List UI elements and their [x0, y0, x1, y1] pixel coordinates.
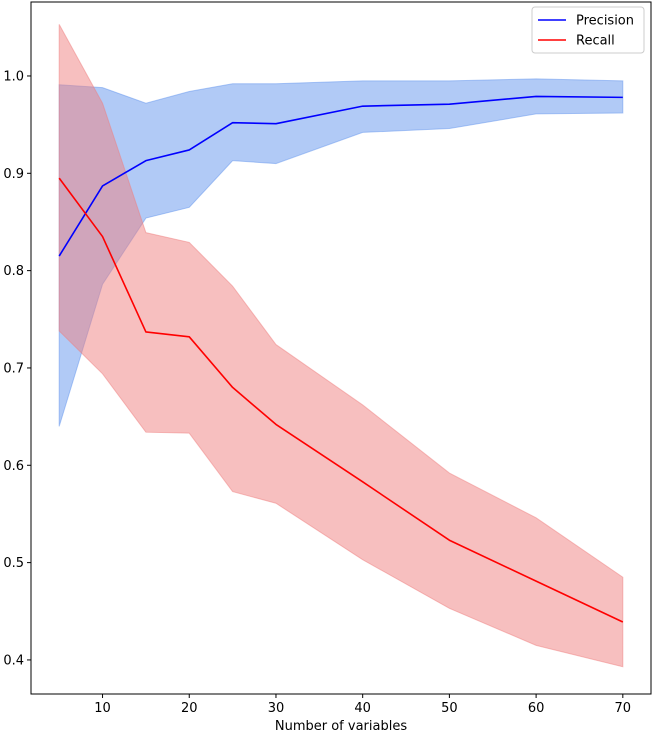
precision-point: [231, 121, 234, 124]
recall-point: [361, 480, 364, 483]
recall-point: [231, 386, 234, 389]
y-tick-label: 0.9: [3, 167, 24, 182]
recall-point: [274, 423, 277, 426]
x-tick-label: 40: [354, 701, 371, 716]
precision-line: [58, 95, 623, 257]
recall-point: [621, 620, 624, 623]
precision-point: [144, 159, 147, 162]
precision-band: [58, 78, 624, 427]
legend-box: [531, 6, 645, 54]
recall-band: [58, 24, 624, 668]
precision-point: [58, 255, 61, 258]
precision-point: [448, 103, 451, 106]
recall-point: [58, 177, 61, 180]
y-tick-label: 0.6: [3, 459, 24, 474]
precision-point: [101, 184, 104, 187]
y-tick-label: 0.4: [3, 653, 24, 668]
plot-frame: [30, 1, 652, 695]
x-tick-label: 30: [268, 701, 285, 716]
y-tick-label: 0.5: [3, 556, 24, 571]
precision-point: [188, 148, 191, 151]
x-tick-label: 70: [615, 701, 632, 716]
x-tick-label: 10: [94, 701, 111, 716]
recall-point: [101, 235, 104, 238]
recall-point: [144, 330, 147, 333]
legend-label-precision: Precision: [576, 14, 634, 29]
y-tick-label: 0.8: [3, 264, 24, 279]
recall-point: [448, 539, 451, 542]
recall-point: [535, 580, 538, 583]
recall-point: [188, 335, 191, 338]
confidence-bands: [58, 24, 624, 668]
y-tick-label: 1.0: [3, 69, 24, 84]
x-tick-label: 20: [181, 701, 198, 716]
y-axis: 0.4 0.5 0.6 0.7 0.8 0.9 1.0: [3, 69, 31, 668]
y-tick-label: 0.7: [3, 361, 24, 376]
x-axis-label: Number of variables: [275, 719, 407, 734]
series-lines: [58, 95, 624, 623]
precision-point: [274, 122, 277, 125]
recall-line: [58, 177, 624, 623]
precision-point: [621, 96, 624, 99]
legend: Precision Recall: [531, 6, 645, 54]
x-axis: 10 20 30 40 50 60 70: [94, 694, 631, 716]
precision-point: [535, 95, 538, 98]
legend-label-recall: Recall: [576, 34, 615, 49]
x-tick-label: 60: [528, 701, 545, 716]
x-tick-label: 50: [441, 701, 458, 716]
precision-point: [361, 105, 364, 108]
